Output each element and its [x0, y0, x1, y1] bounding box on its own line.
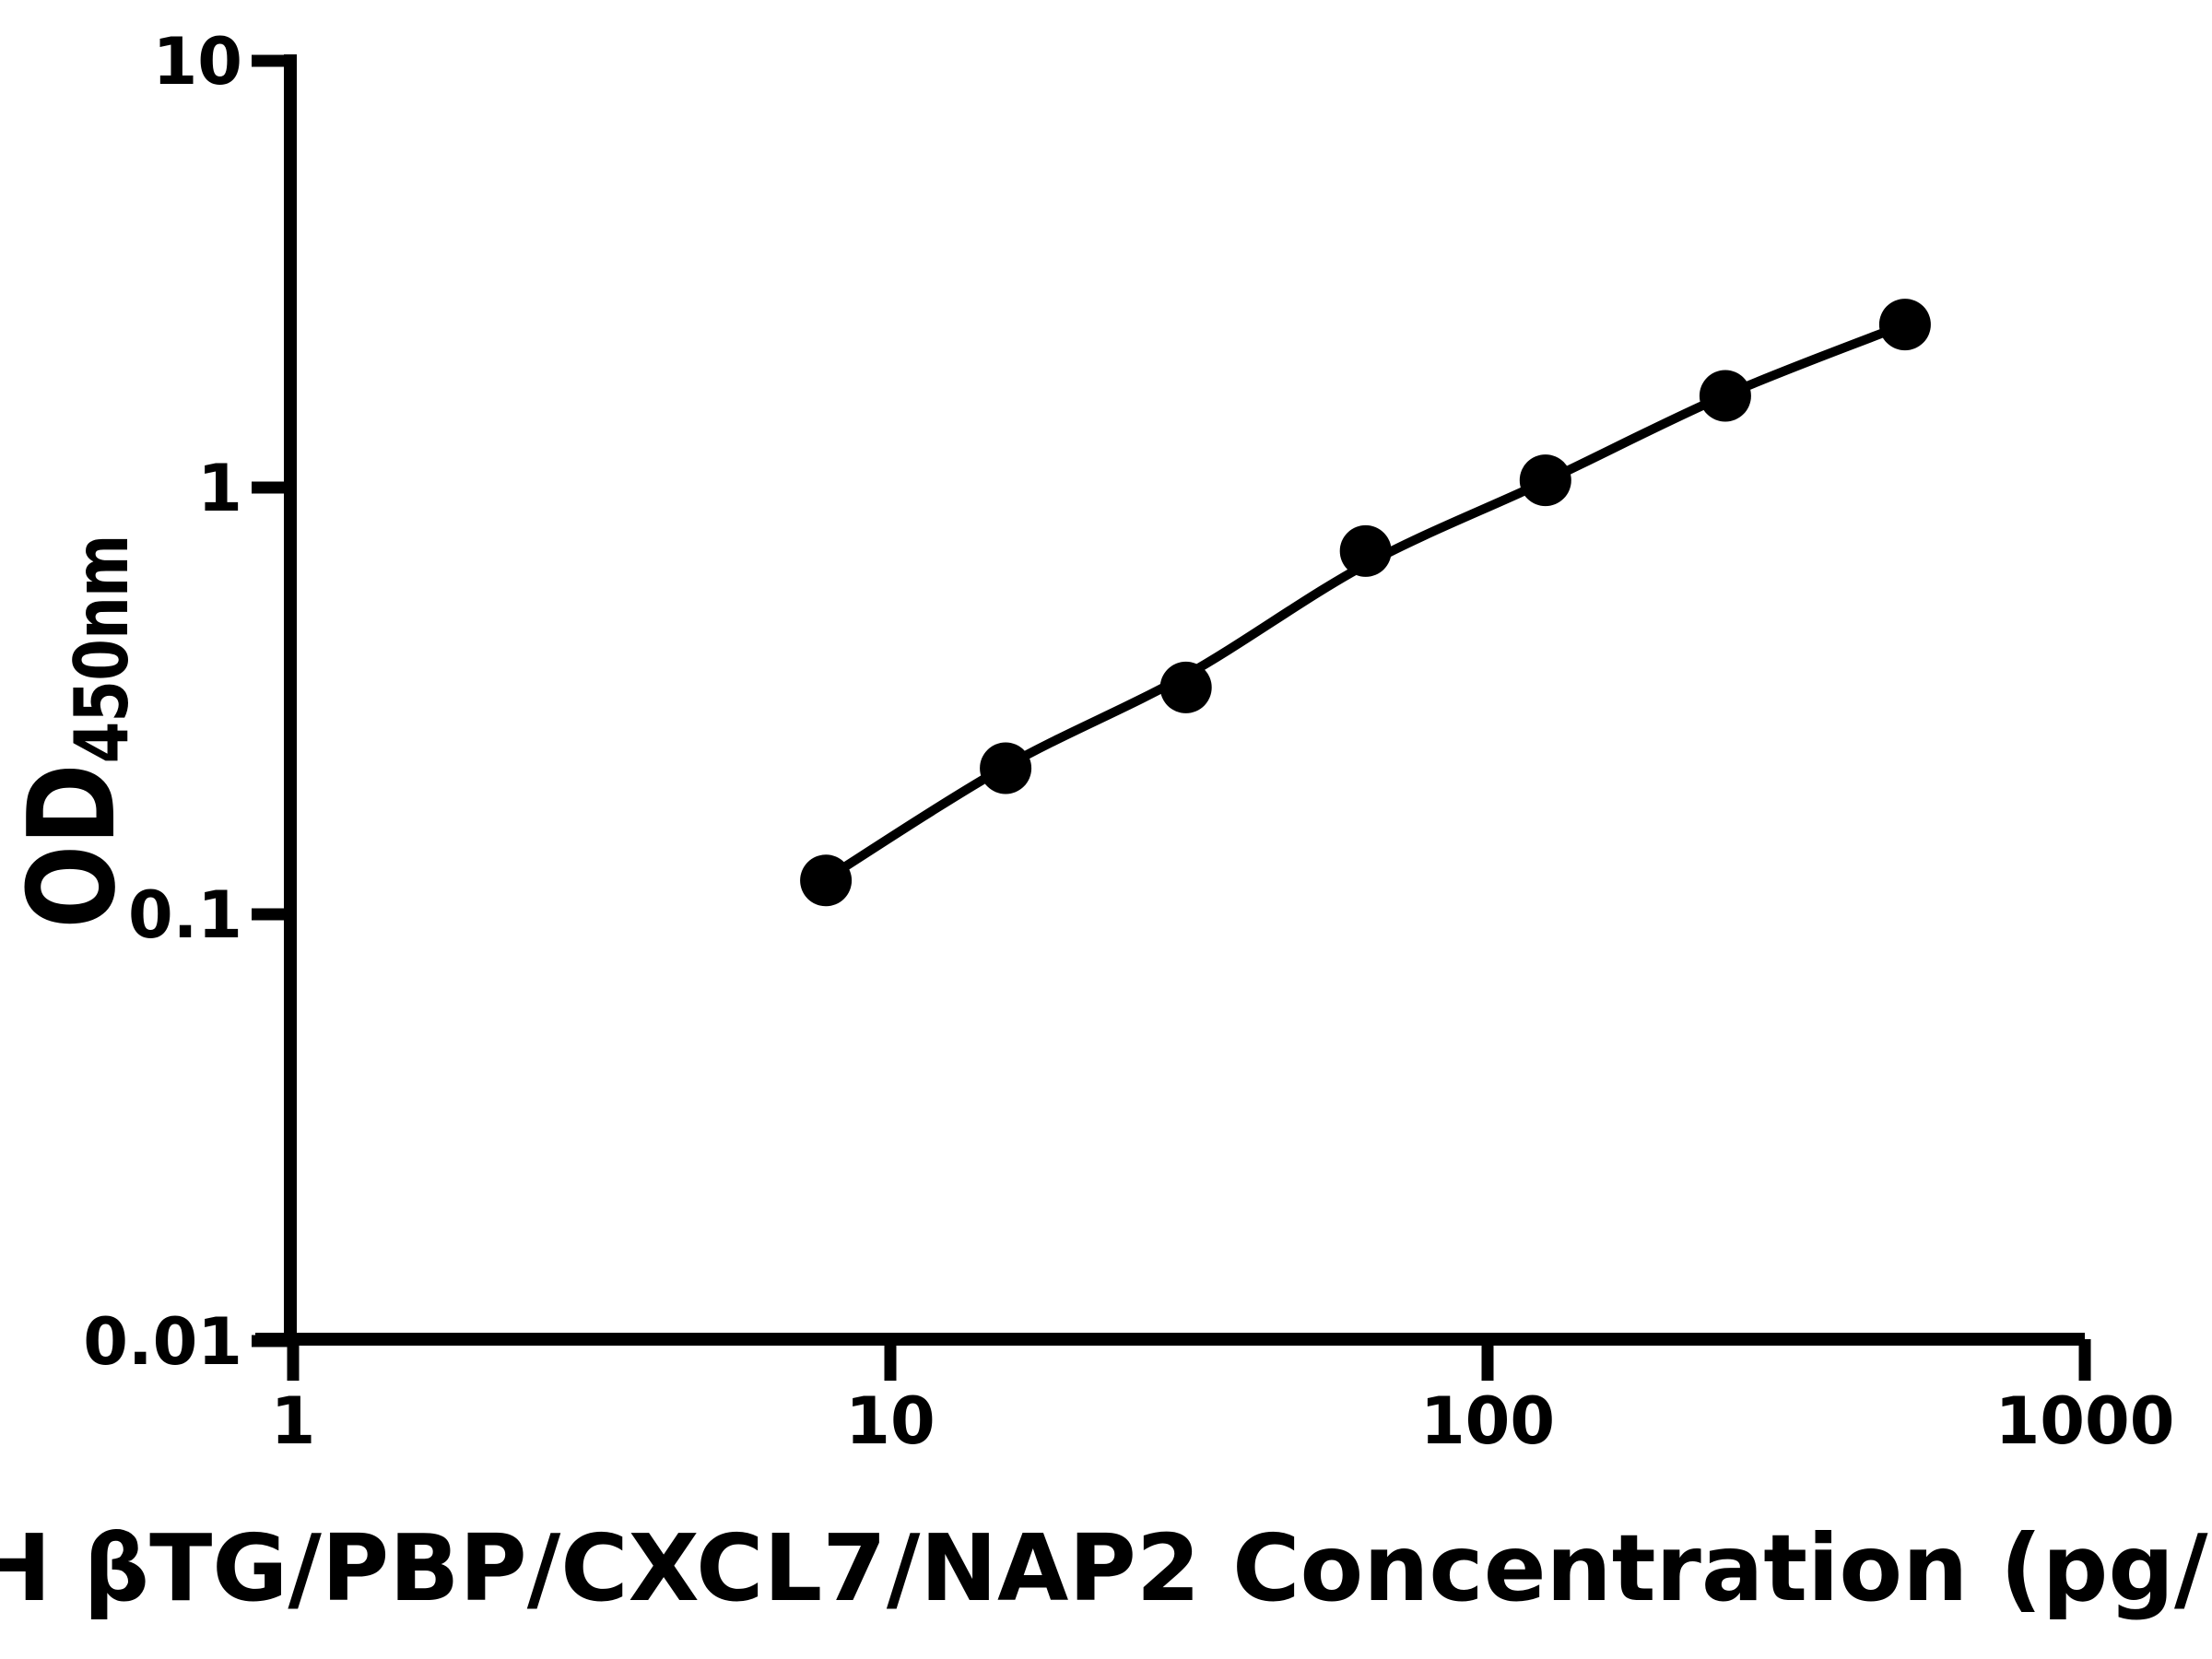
y-axis-title-subscript: 450nm	[59, 535, 145, 764]
data-point-7.8	[800, 854, 853, 907]
y-tick-label-10: 10	[152, 24, 242, 100]
axes	[252, 54, 2091, 1381]
y-axis-title-main: OD	[2, 763, 142, 929]
x-tick-label-10: 10	[845, 1383, 935, 1459]
x-tick-label-100: 100	[1419, 1383, 1556, 1459]
x-tick-label-1000: 1000	[1994, 1383, 2175, 1459]
x-axis-title-clip: H βTG/PBP/CXCL7/NAP2 Concentration (pg/	[0, 1523, 2212, 1659]
y-tick-label-0.01: 0.01	[83, 1304, 242, 1380]
data-point-15.6	[980, 742, 1032, 794]
data-point-125	[1519, 454, 1571, 507]
data-point-62.5	[1339, 524, 1392, 577]
x-tick-label-1: 1	[270, 1383, 316, 1459]
y-tick-label-0.1: 0.1	[127, 877, 242, 953]
data-point-500	[1878, 299, 1931, 351]
data-points	[800, 299, 1931, 907]
y-tick-label-1: 1	[197, 451, 242, 526]
data-point-250	[1699, 370, 1751, 422]
data-point-31.25	[1159, 661, 1212, 713]
x-axis-title: H βTG/PBP/CXCL7/NAP2 Concentration (pg/	[0, 1514, 2208, 1622]
